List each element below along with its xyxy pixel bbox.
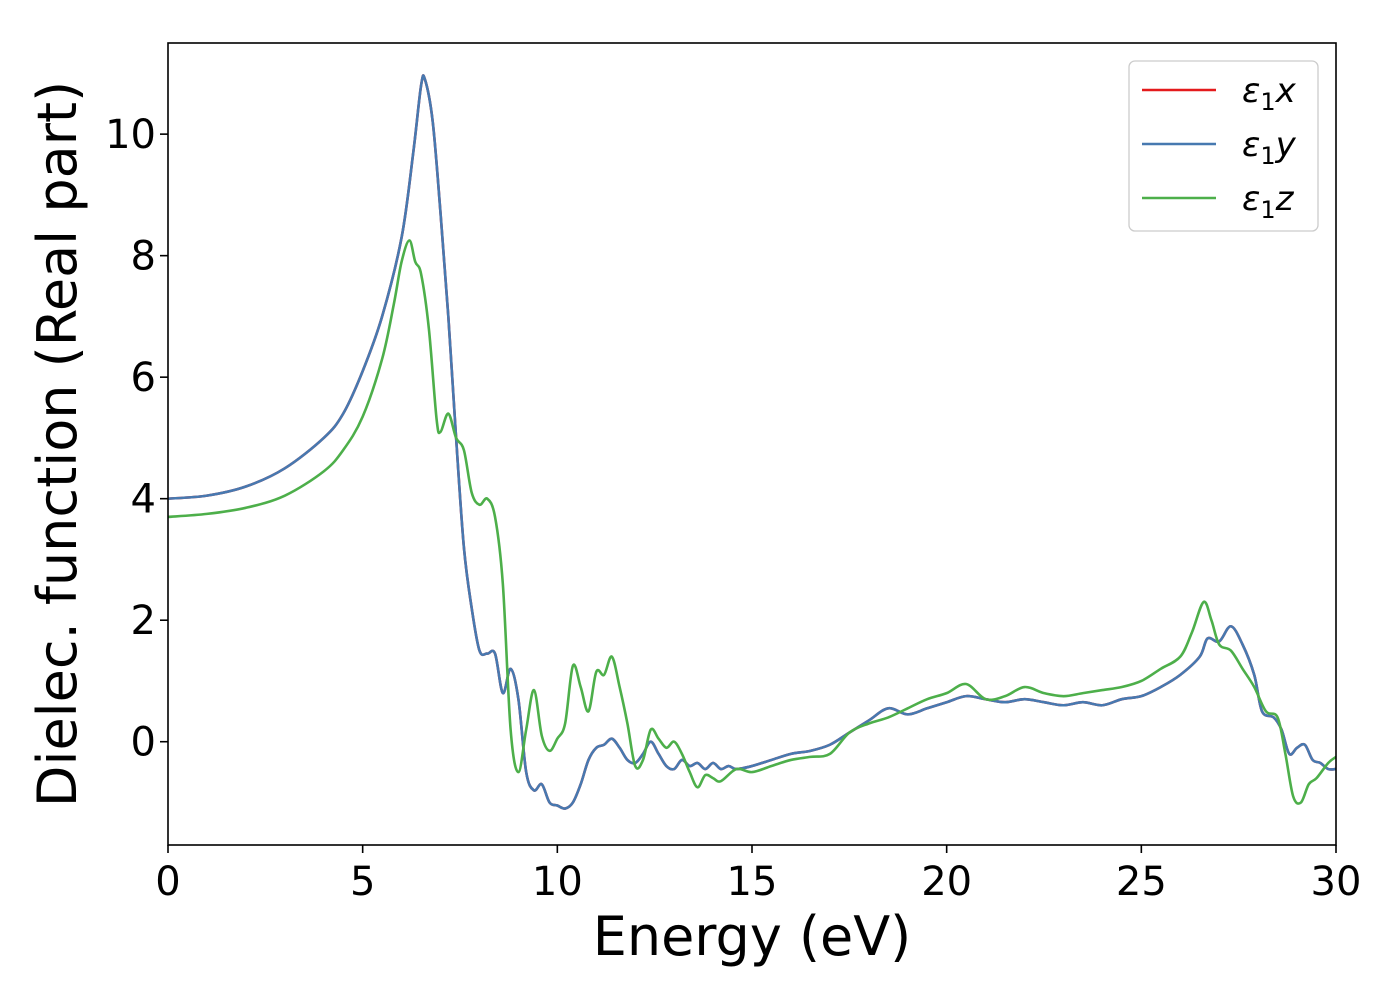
x-tick-label: 20 — [921, 859, 972, 905]
x-ticks: 0 5 10 15 20 25 30 — [155, 845, 1361, 905]
legend: ε1x ε1y ε1z — [1128, 60, 1319, 232]
y-tick-label: 8 — [131, 234, 156, 280]
legend-box — [1128, 60, 1319, 232]
series-line-y — [168, 74, 1336, 810]
y-tick-label: 10 — [105, 112, 156, 158]
x-tick-label: 15 — [727, 859, 778, 905]
y-tick-label: 0 — [131, 720, 156, 766]
series-line-z — [168, 239, 1336, 805]
legend-label-y: ε1y — [1242, 125, 1297, 170]
x-tick-label: 30 — [1311, 859, 1362, 905]
x-tick-label: 0 — [155, 859, 180, 905]
series-lines — [168, 74, 1336, 810]
y-axis-title: Dielec. function (Real part) — [26, 81, 89, 807]
x-tick-label: 10 — [532, 859, 583, 905]
y-tick-label: 6 — [131, 355, 156, 401]
y-ticks: 0 2 4 6 8 10 — [105, 112, 168, 766]
y-tick-label: 2 — [131, 598, 156, 644]
x-tick-label: 25 — [1116, 859, 1167, 905]
x-tick-label: 5 — [350, 859, 375, 905]
y-tick-label: 4 — [131, 477, 156, 523]
legend-label-x: ε1x — [1242, 71, 1297, 116]
legend-label-z: ε1z — [1242, 179, 1295, 224]
x-axis-title: Energy (eV) — [593, 905, 912, 968]
